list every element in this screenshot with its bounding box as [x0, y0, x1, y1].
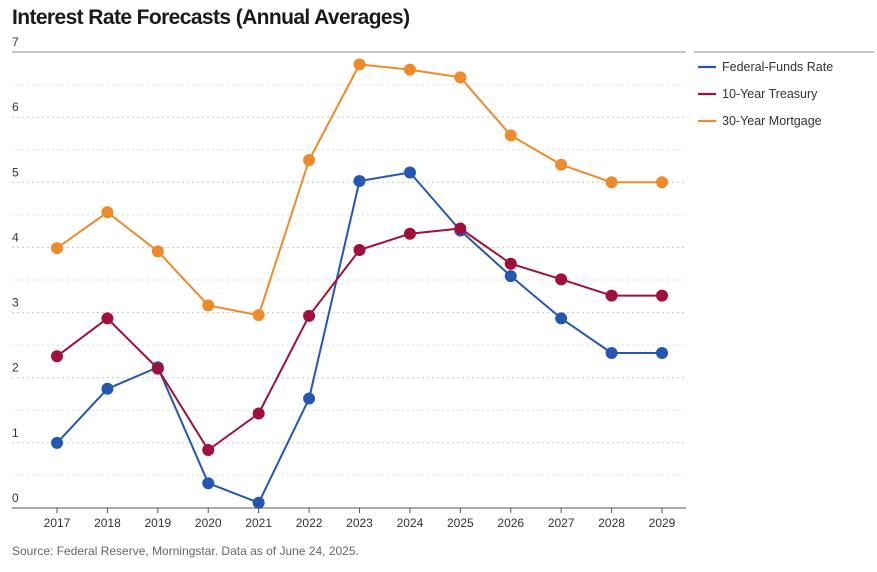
x-tick-label: 2025 [447, 516, 474, 530]
data-point-10-year-treasury [605, 289, 618, 302]
data-point-10-year-treasury [353, 244, 366, 257]
data-point-30-year-mortgage [51, 242, 63, 255]
data-point-10-year-treasury [656, 289, 668, 302]
data-point-10-year-treasury [51, 350, 63, 363]
data-point-federal-funds-rate [605, 346, 618, 359]
data-point-30-year-mortgage [202, 299, 215, 312]
data-point-10-year-treasury [555, 273, 568, 286]
data-point-10-year-treasury [252, 407, 265, 420]
y-tick-label: 3 [12, 296, 19, 310]
source-note: Source: Federal Reserve, Morningstar. Da… [12, 544, 359, 558]
y-tick-label: 7 [12, 35, 19, 49]
x-tick-label: 2029 [649, 516, 676, 530]
data-point-30-year-mortgage [555, 158, 568, 171]
data-point-30-year-mortgage [101, 206, 114, 219]
data-point-10-year-treasury [403, 227, 416, 240]
data-point-federal-funds-rate [101, 382, 114, 395]
data-point-30-year-mortgage [656, 176, 668, 189]
series-line-federal-funds-rate [56, 171, 662, 504]
y-tick-label: 1 [12, 426, 19, 440]
x-tick-label: 2027 [548, 516, 575, 530]
data-point-30-year-mortgage [353, 58, 366, 71]
data-point-federal-funds-rate [202, 477, 215, 490]
x-tick-label: 2024 [397, 516, 424, 530]
x-tick-label: 2018 [94, 516, 121, 530]
data-point-10-year-treasury [303, 309, 316, 322]
x-tick-label: 2019 [144, 516, 171, 530]
data-point-10-year-treasury [151, 362, 164, 375]
data-point-10-year-treasury [202, 444, 215, 457]
x-tick-label: 2026 [497, 516, 524, 530]
x-tick-label: 2017 [44, 516, 71, 530]
chart-title: Interest Rate Forecasts (Annual Averages… [12, 6, 410, 29]
y-tick-label: 4 [12, 230, 19, 244]
legend-label-federal-funds-rate: Federal-Funds Rate [722, 60, 833, 74]
data-point-30-year-mortgage [252, 309, 265, 322]
legend-label-10-year-treasury: 10-Year Treasury [722, 87, 818, 101]
series-line-30-year-mortgage [56, 63, 662, 317]
x-tick-label: 2020 [195, 516, 222, 530]
data-point-federal-funds-rate [504, 270, 517, 283]
series-lines [56, 63, 662, 504]
data-point-federal-funds-rate [555, 312, 568, 325]
data-point-30-year-mortgage [605, 176, 618, 189]
legend: Federal-Funds Rate 10-Year Treasury 30-Yea… [694, 51, 874, 128]
data-point-federal-funds-rate [51, 436, 63, 449]
x-tick-label: 2028 [598, 516, 625, 530]
data-point-federal-funds-rate [303, 392, 316, 405]
x-tick-label: 2021 [245, 516, 272, 530]
data-point-federal-funds-rate [353, 174, 366, 187]
data-point-30-year-mortgage [403, 63, 416, 76]
data-point-federal-funds-rate [403, 166, 416, 179]
y-tick-label: 5 [12, 165, 19, 179]
data-point-federal-funds-rate [252, 496, 265, 509]
data-point-10-year-treasury [504, 257, 517, 270]
legend-label-30-year-mortgage: 30-Year Mortgage [722, 114, 822, 128]
data-point-30-year-mortgage [151, 245, 164, 258]
data-point-federal-funds-rate [656, 346, 668, 359]
data-point-30-year-mortgage [454, 71, 467, 84]
data-point-30-year-mortgage [303, 154, 316, 167]
y-tick-label: 6 [12, 100, 19, 114]
data-point-10-year-treasury [454, 222, 467, 235]
y-axis: 0 1 2 3 4 5 6 7 [12, 35, 19, 505]
x-tick-label: 2022 [296, 516, 323, 530]
y-tick-label: 2 [12, 361, 19, 375]
x-tick-label: 2023 [346, 516, 373, 530]
series-points [51, 58, 668, 509]
data-point-30-year-mortgage [504, 129, 517, 142]
data-point-10-year-treasury [101, 312, 114, 325]
y-tick-label: 0 [12, 491, 19, 505]
x-axis: 2017 2018 2019 2020 2021 2022 2023 2024 2025 2026… [12, 507, 686, 530]
series-line-10-year-treasury [56, 227, 662, 451]
